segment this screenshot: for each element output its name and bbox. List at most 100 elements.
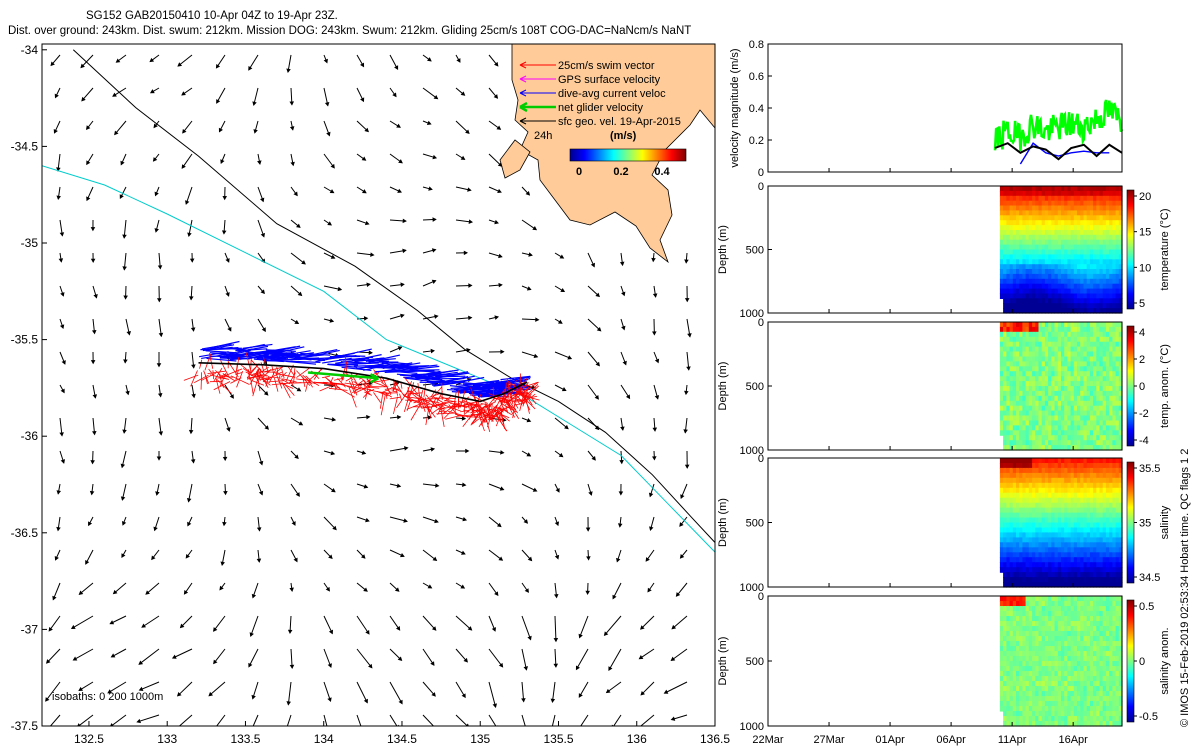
section-cell xyxy=(1006,308,1011,314)
sfc-velocity-arrow-head xyxy=(526,452,532,457)
sfc-velocity-arrow-head xyxy=(329,318,335,323)
swim-vector xyxy=(392,378,405,397)
section-cell xyxy=(1112,386,1117,392)
section-cell xyxy=(1035,220,1040,226)
section-cell xyxy=(1038,601,1043,607)
section-cell xyxy=(1051,646,1056,652)
section-cell xyxy=(1054,254,1059,260)
section-cell xyxy=(1096,190,1101,197)
section-cell xyxy=(1044,477,1049,484)
section-cell xyxy=(1083,547,1088,553)
section-cell xyxy=(1064,572,1068,578)
section-cell xyxy=(1099,298,1104,304)
section-cell xyxy=(1035,547,1040,553)
section-cell xyxy=(1080,195,1084,202)
section-cell xyxy=(1032,430,1036,436)
section-cell xyxy=(1006,656,1011,662)
section-cell xyxy=(1012,463,1017,469)
section-cell xyxy=(1019,666,1023,672)
section-cell xyxy=(1012,512,1017,519)
section-cell xyxy=(1035,606,1040,612)
section-cell xyxy=(1054,336,1059,343)
sfc-velocity-arrow-head xyxy=(575,665,580,671)
section-cell xyxy=(1006,293,1011,299)
section-cell xyxy=(1028,269,1033,275)
section-cell xyxy=(1048,497,1052,504)
section-cell xyxy=(1028,430,1033,436)
section-cell xyxy=(1096,200,1101,207)
section-cell xyxy=(1012,542,1017,548)
section-cell xyxy=(1054,621,1059,627)
section-cell xyxy=(1086,269,1091,275)
section-cell xyxy=(1109,259,1113,265)
section-cell xyxy=(1102,220,1107,226)
section-cell xyxy=(1019,293,1023,299)
section-cell xyxy=(1057,502,1062,509)
section-cell xyxy=(1016,467,1020,474)
section-cell xyxy=(1019,532,1023,538)
section-cell xyxy=(1083,463,1088,469)
section-cell xyxy=(1073,512,1078,519)
section-cell xyxy=(1041,430,1046,436)
section-cell xyxy=(1019,497,1023,504)
section-cell xyxy=(1109,532,1113,538)
sfc-velocity-arrow xyxy=(580,714,589,726)
section-cell xyxy=(1022,278,1027,285)
glider-vectors xyxy=(183,340,540,432)
section-cell xyxy=(1077,239,1081,246)
section-cell xyxy=(1067,326,1072,333)
section-cell xyxy=(1032,646,1036,652)
section-cell xyxy=(1044,366,1049,372)
swim-vector xyxy=(271,382,294,386)
section-cell xyxy=(1105,200,1110,207)
section-cell xyxy=(1057,186,1062,192)
section-cell xyxy=(1006,430,1011,436)
section-cell xyxy=(1003,435,1007,441)
section-cell xyxy=(999,636,1004,642)
section-cell xyxy=(1077,341,1081,348)
section-cell xyxy=(1032,326,1036,333)
section-cell xyxy=(1080,497,1084,504)
section-cell xyxy=(1041,264,1046,270)
section-cell xyxy=(1051,666,1056,672)
section-cell xyxy=(1080,308,1084,314)
section-cell xyxy=(1112,463,1117,469)
sfc-velocity-arrow-head xyxy=(213,627,218,632)
sfc-velocity-arrow-head xyxy=(59,432,64,437)
section-cell xyxy=(1057,507,1062,514)
section-cell xyxy=(1073,435,1078,441)
section-cell xyxy=(1077,537,1081,543)
section-cell xyxy=(1099,264,1104,270)
section-cell xyxy=(1089,507,1094,514)
swim-vector xyxy=(251,380,265,386)
section-cell xyxy=(1096,331,1101,338)
section-cell xyxy=(1109,410,1113,417)
section-cell xyxy=(1102,308,1107,314)
section-cell xyxy=(1051,249,1056,255)
section-cell xyxy=(1028,400,1033,407)
section-cell xyxy=(1028,273,1033,280)
section-cell xyxy=(1067,288,1072,295)
section-cell xyxy=(1009,502,1014,509)
section-cell xyxy=(1083,230,1088,236)
section-cell xyxy=(1061,463,1065,469)
section-cell xyxy=(1016,341,1020,348)
section-cell xyxy=(999,356,1004,362)
section-cell xyxy=(1061,293,1065,299)
map-xtick-label: 135.5 xyxy=(543,732,573,746)
map-ytick-label: -36 xyxy=(21,429,39,443)
section-cell xyxy=(1067,430,1072,436)
sfc-velocity-arrow-head xyxy=(620,426,625,431)
section-cell xyxy=(1025,458,1030,464)
section-cell xyxy=(1028,512,1033,519)
section-cell xyxy=(1006,234,1011,241)
sfc-velocity-arrow-head xyxy=(126,331,131,336)
section-cell xyxy=(1044,711,1049,717)
sfc-velocity-arrow-head xyxy=(291,521,296,526)
section-cell xyxy=(1022,542,1027,548)
section-cell xyxy=(1054,278,1059,285)
section-cell xyxy=(1051,322,1056,328)
section-cell xyxy=(1038,376,1043,382)
section-cell xyxy=(1054,190,1059,197)
section-cell xyxy=(1019,616,1023,622)
